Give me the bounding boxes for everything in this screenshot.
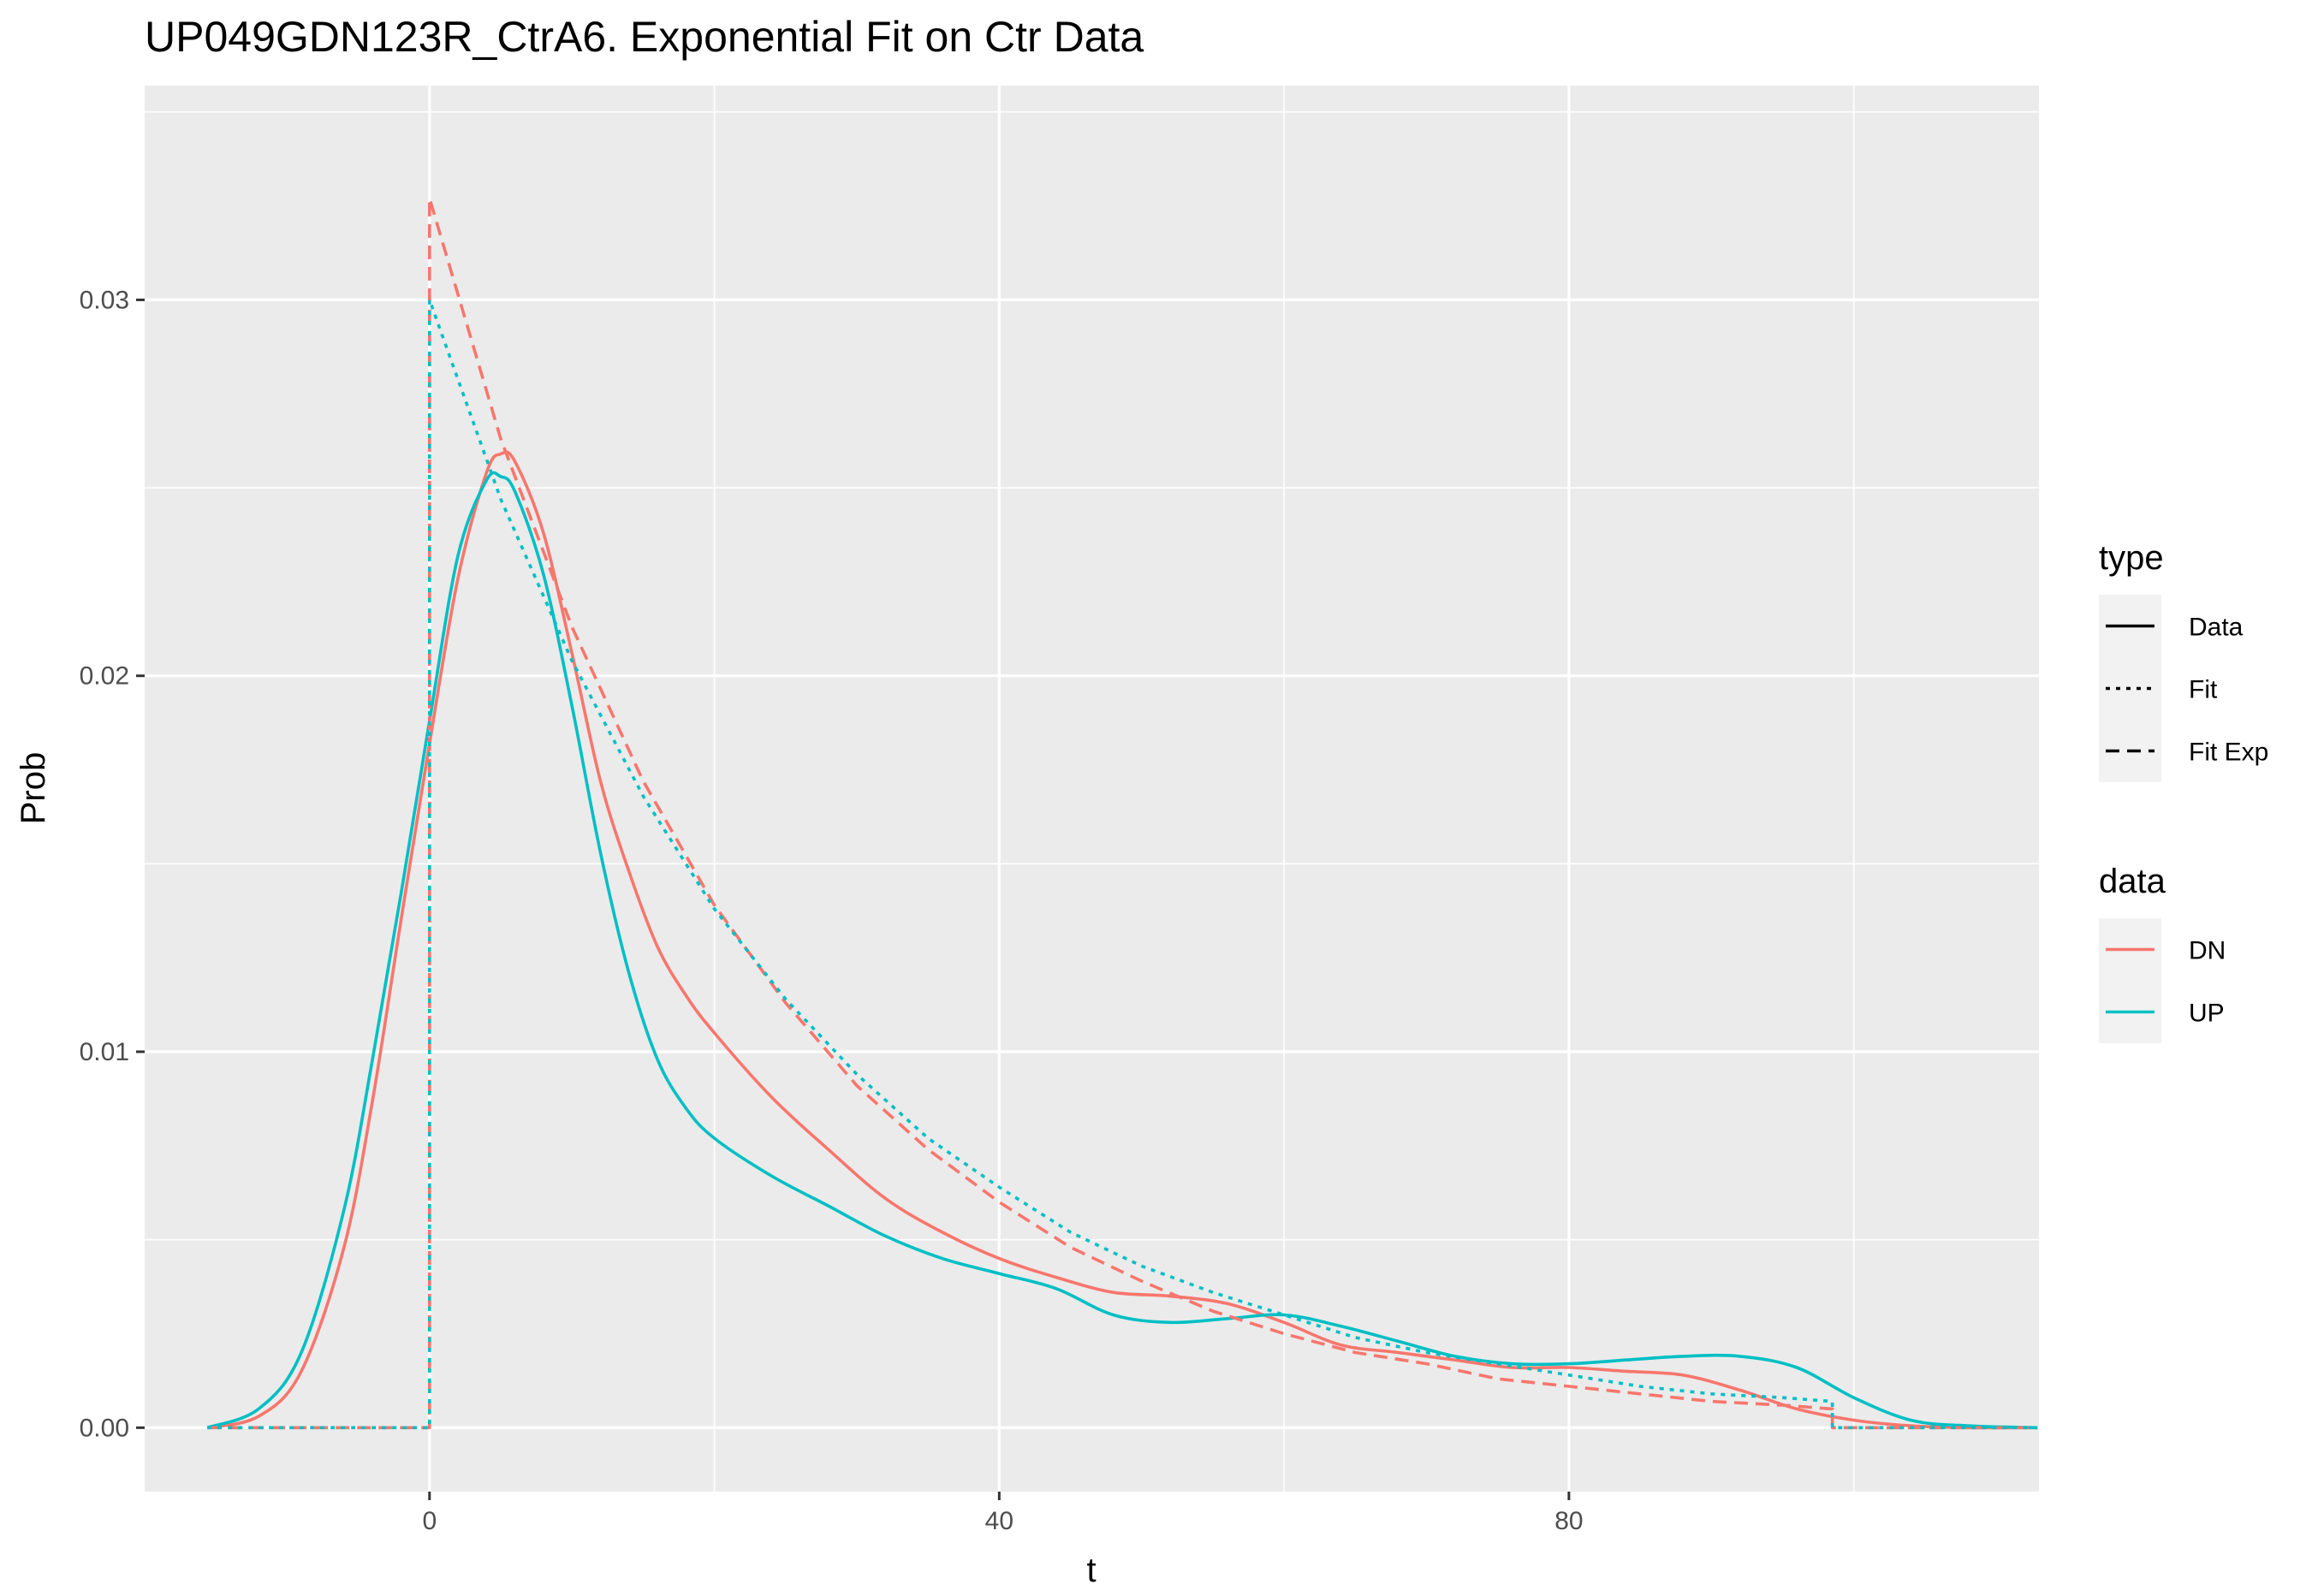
legend-label-dn: DN [2189, 937, 2226, 965]
legend-label-data: Data [2189, 614, 2244, 642]
y-tick-label: 0.02 [80, 662, 129, 691]
x-tick-label: 0 [422, 1507, 437, 1535]
legend-title-type: type [2099, 539, 2164, 577]
x-tick-label: 80 [1554, 1507, 1583, 1535]
y-tick-label: 0.01 [80, 1038, 129, 1066]
legend: type Data Fit Fit Exp data DN UP [2099, 539, 2268, 1043]
y-axis: 0.00 0.01 0.02 0.03 [80, 286, 145, 1442]
plot-panel [145, 86, 2039, 1492]
x-axis: 0 40 80 [422, 1492, 1584, 1535]
minor-gridlines [145, 86, 2039, 1492]
y-axis-title: Prob [15, 752, 52, 825]
y-tick-label: 0.03 [80, 286, 129, 314]
series-line-dn-fit-exp [207, 197, 2038, 1430]
y-tick-label: 0.00 [80, 1414, 129, 1442]
legend-title-data: data [2099, 863, 2166, 900]
x-tick-label: 40 [985, 1507, 1013, 1535]
series-line-up-fit [207, 298, 2038, 1430]
series-line-up-data [206, 471, 2038, 1430]
chart-title: UP049GDN123R_CtrA6. Exponential Fit on C… [145, 13, 1144, 61]
series-line-dn-data [206, 450, 2038, 1430]
series-layer [206, 197, 2038, 1430]
x-axis-title: t [1086, 1552, 1096, 1589]
legend-label-up: UP [2189, 1000, 2225, 1028]
legend-label-fit: Fit [2189, 676, 2218, 704]
legend-label-fit-exp: Fit Exp [2189, 739, 2268, 767]
